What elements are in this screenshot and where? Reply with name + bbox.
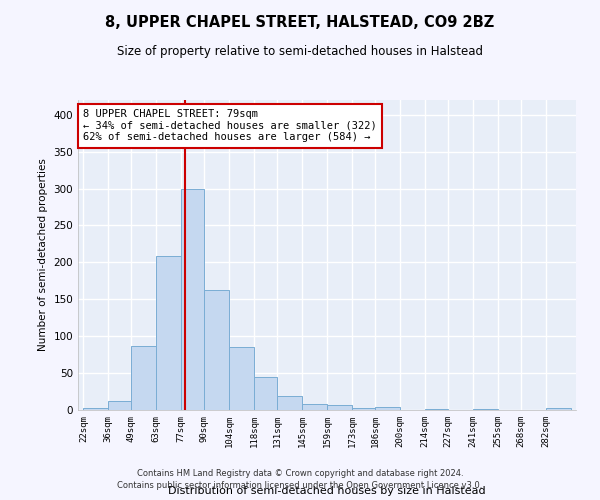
Bar bbox=[109, 401, 131, 410]
Y-axis label: Number of semi-detached properties: Number of semi-detached properties bbox=[38, 158, 48, 352]
Text: Contains public sector information licensed under the Open Government Licence v3: Contains public sector information licen… bbox=[118, 481, 482, 490]
Bar bbox=[229, 348, 254, 410]
Bar bbox=[131, 346, 156, 410]
Bar bbox=[157, 256, 181, 410]
Bar bbox=[254, 377, 277, 410]
Bar bbox=[352, 408, 375, 410]
Text: Size of property relative to semi-detached houses in Halstead: Size of property relative to semi-detach… bbox=[117, 45, 483, 58]
Bar bbox=[425, 408, 448, 410]
Bar bbox=[83, 408, 108, 410]
Bar bbox=[181, 190, 204, 410]
Bar bbox=[277, 396, 302, 410]
Text: 8, UPPER CHAPEL STREET, HALSTEAD, CO9 2BZ: 8, UPPER CHAPEL STREET, HALSTEAD, CO9 2B… bbox=[106, 15, 494, 30]
Bar bbox=[375, 407, 400, 410]
Bar bbox=[327, 405, 352, 410]
X-axis label: Distribution of semi-detached houses by size in Halstead: Distribution of semi-detached houses by … bbox=[168, 486, 486, 496]
Text: Contains HM Land Registry data © Crown copyright and database right 2024.: Contains HM Land Registry data © Crown c… bbox=[137, 468, 463, 477]
Bar bbox=[546, 408, 571, 410]
Text: 8 UPPER CHAPEL STREET: 79sqm
← 34% of semi-detached houses are smaller (322)
62%: 8 UPPER CHAPEL STREET: 79sqm ← 34% of se… bbox=[83, 110, 377, 142]
Bar bbox=[302, 404, 327, 410]
Bar bbox=[205, 290, 229, 410]
